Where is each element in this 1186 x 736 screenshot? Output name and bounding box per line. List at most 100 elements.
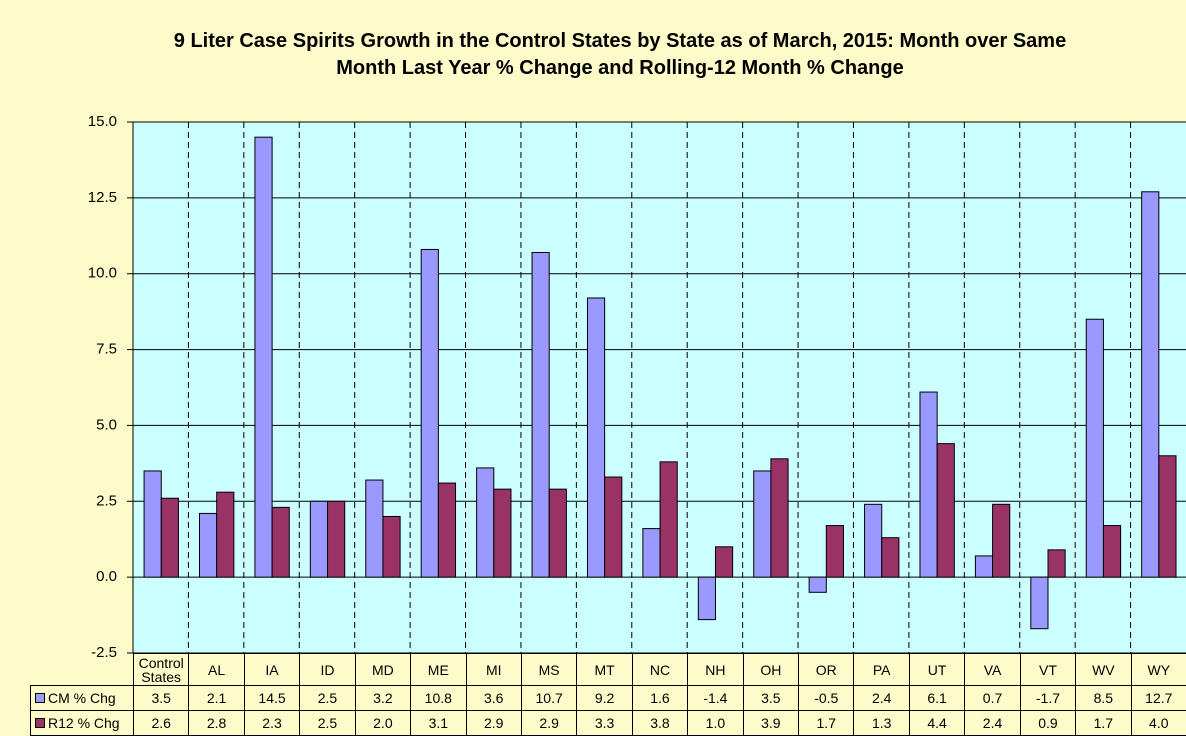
y-tick-label: -2.5 xyxy=(91,644,117,661)
bar xyxy=(825,525,844,578)
bar xyxy=(437,482,457,578)
bar xyxy=(974,555,994,578)
chart-title: 9 Liter Case Spirits Growth in the Contr… xyxy=(173,30,1067,79)
x-tick-label: ME xyxy=(410,653,467,686)
data-label: 0.9 xyxy=(1019,710,1077,736)
data-label: 1.0 xyxy=(687,710,744,736)
bar xyxy=(992,503,1011,578)
bar xyxy=(143,470,162,578)
y-tick-label: 7.5 xyxy=(96,341,117,358)
bar xyxy=(753,470,772,578)
bar xyxy=(919,391,938,578)
x-tick-label: IA xyxy=(243,653,301,686)
data-label: 2.9 xyxy=(520,710,578,736)
data-label: 2.9 xyxy=(465,710,522,736)
bar xyxy=(365,479,384,578)
bar xyxy=(420,248,439,578)
bar xyxy=(1141,191,1160,578)
x-tick-label: MS xyxy=(520,653,578,686)
data-label: -1.7 xyxy=(1019,685,1077,711)
data-label: 4.4 xyxy=(908,710,966,736)
legend-swatch xyxy=(35,693,45,703)
x-tick-label: UT xyxy=(908,653,966,686)
bar xyxy=(881,537,900,578)
x-tick-label: MD xyxy=(354,653,412,686)
bar xyxy=(271,506,290,578)
data-label: 6.1 xyxy=(908,685,966,711)
x-tick-label: MT xyxy=(576,653,633,686)
bar xyxy=(808,576,827,593)
data-label: 3.2 xyxy=(354,685,412,711)
data-label: 3.1 xyxy=(410,710,467,736)
bar xyxy=(199,512,218,578)
data-label: 12.7 xyxy=(1130,685,1186,711)
bar xyxy=(476,467,495,578)
bar xyxy=(1047,549,1066,578)
bar xyxy=(1102,525,1122,578)
data-label: 3.5 xyxy=(133,685,190,711)
data-label: 1.3 xyxy=(853,710,910,736)
x-tick-label: NH xyxy=(687,653,744,686)
bar xyxy=(697,576,716,621)
data-label: 2.5 xyxy=(299,685,356,711)
y-tick-label: 10.0 xyxy=(88,265,117,282)
x-tick-label: WV xyxy=(1075,653,1132,686)
legend-entry: CM % Chg xyxy=(30,685,134,711)
bar xyxy=(714,546,734,578)
y-tick-label: 15.0 xyxy=(88,113,117,130)
data-label: 14.5 xyxy=(243,685,301,711)
data-label: 2.3 xyxy=(243,710,301,736)
data-label: 1.7 xyxy=(1075,710,1132,736)
x-tick-label: NC xyxy=(631,653,689,686)
x-tick-label: OH xyxy=(742,653,800,686)
x-tick-label: AL xyxy=(188,653,245,686)
data-label: 3.6 xyxy=(465,685,522,711)
data-label: -0.5 xyxy=(798,685,855,711)
x-tick-label: ID xyxy=(299,653,356,686)
bar xyxy=(309,500,329,578)
bar xyxy=(216,491,235,578)
x-tick-label: VA xyxy=(964,653,1021,686)
x-tick-label: PA xyxy=(853,653,910,686)
bar xyxy=(604,476,623,578)
data-label: 3.3 xyxy=(576,710,633,736)
data-label: 2.0 xyxy=(354,710,412,736)
y-tick-label: 0.0 xyxy=(96,568,117,585)
x-tick-label: Control States xyxy=(133,653,190,686)
legend-label: R12 % Chg xyxy=(48,715,120,731)
bar xyxy=(382,515,401,578)
bar xyxy=(548,488,567,578)
data-label: 3.8 xyxy=(631,710,689,736)
legend-label: CM % Chg xyxy=(48,690,116,706)
data-label: 2.8 xyxy=(188,710,245,736)
bar xyxy=(770,458,789,578)
data-label: 2.4 xyxy=(964,710,1021,736)
data-label: 2.4 xyxy=(853,685,910,711)
data-label: 3.9 xyxy=(742,710,800,736)
x-tick-label: WY xyxy=(1130,653,1186,686)
bar xyxy=(1030,576,1049,630)
data-label: 9.2 xyxy=(576,685,633,711)
data-label: 1.7 xyxy=(798,710,855,736)
legend-swatch xyxy=(35,718,45,728)
bar xyxy=(1158,455,1177,578)
data-label: 0.7 xyxy=(964,685,1021,711)
bar xyxy=(493,488,512,578)
data-label: 10.7 xyxy=(520,685,578,711)
data-label: 2.6 xyxy=(133,710,190,736)
bar xyxy=(936,443,955,578)
bar xyxy=(1085,318,1104,578)
bar xyxy=(254,136,273,578)
bar xyxy=(327,500,346,578)
data-label: 2.5 xyxy=(299,710,356,736)
data-label: 2.1 xyxy=(188,685,245,711)
bar xyxy=(642,528,661,578)
y-tick-label: 12.5 xyxy=(88,189,117,206)
x-tick-label: MI xyxy=(465,653,522,686)
data-label: 3.5 xyxy=(742,685,800,711)
bar xyxy=(586,297,606,578)
y-tick-label: 5.0 xyxy=(96,416,117,433)
y-tick-label: 2.5 xyxy=(96,492,117,509)
